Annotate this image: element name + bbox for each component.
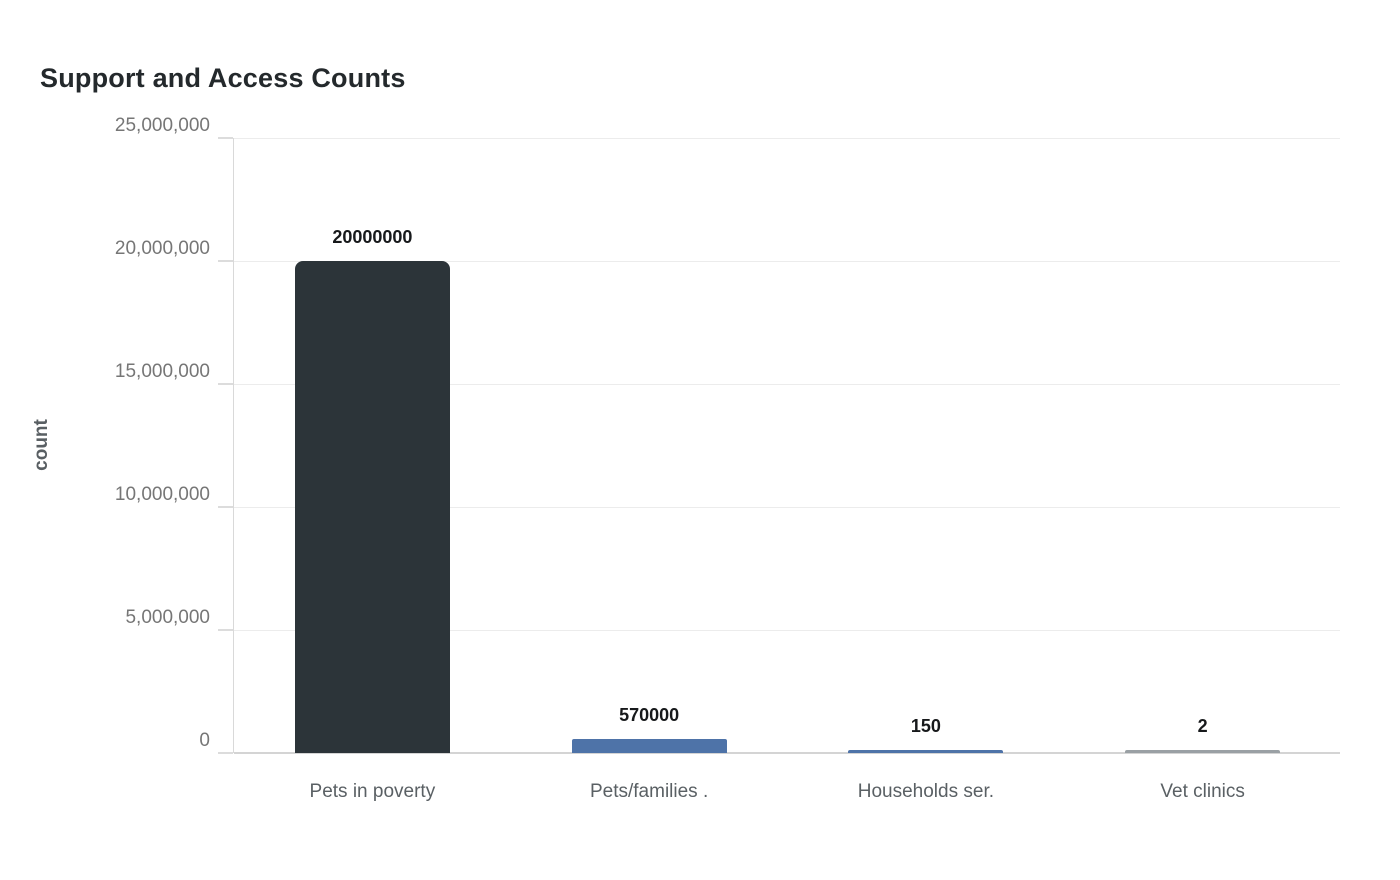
x-category-label: Pets in poverty bbox=[309, 781, 436, 802]
bar-value-label: 20000000 bbox=[332, 227, 413, 247]
gridline bbox=[234, 383, 1340, 385]
bar-value-label: 2 bbox=[1197, 716, 1208, 736]
chart-title: Support and Access Counts bbox=[40, 63, 406, 93]
x-category-label: Vet clinics bbox=[1160, 781, 1245, 802]
y-tick-mark bbox=[218, 137, 233, 139]
bar-vet-clinics bbox=[1125, 750, 1281, 753]
y-tick-label: 25,000,000 bbox=[114, 115, 210, 136]
bar-value-label: 150 bbox=[910, 716, 941, 736]
plot-area: 0 5,000,000 10,000,000 15,000,000 20,000,000… bbox=[115, 115, 1340, 802]
x-axis-baseline bbox=[234, 752, 1340, 754]
y-tick-label: 0 bbox=[199, 730, 210, 751]
bar-pets-families bbox=[571, 738, 727, 753]
y-tick-mark bbox=[218, 629, 233, 631]
gridline bbox=[234, 506, 1340, 508]
x-category-label: Households ser. bbox=[857, 781, 994, 802]
y-tick-mark bbox=[218, 752, 233, 754]
y-tick-label: 5,000,000 bbox=[125, 607, 210, 628]
bar-households-ser bbox=[848, 750, 1004, 753]
bar-pets-in-poverty bbox=[294, 261, 450, 753]
bar-value-label: 570000 bbox=[619, 704, 680, 725]
y-tick-mark bbox=[218, 506, 233, 508]
y-tick-label: 15,000,000 bbox=[114, 361, 210, 382]
y-axis-title: count bbox=[31, 419, 52, 471]
x-category-label: Pets/families . bbox=[589, 781, 709, 802]
gridline bbox=[234, 137, 1340, 139]
y-tick-mark bbox=[218, 260, 233, 262]
gridline bbox=[234, 629, 1340, 631]
y-tick-mark bbox=[218, 383, 233, 385]
y-tick-label: 20,000,000 bbox=[114, 238, 210, 259]
gridline bbox=[234, 260, 1340, 262]
y-tick-label: 10,000,000 bbox=[114, 484, 210, 505]
